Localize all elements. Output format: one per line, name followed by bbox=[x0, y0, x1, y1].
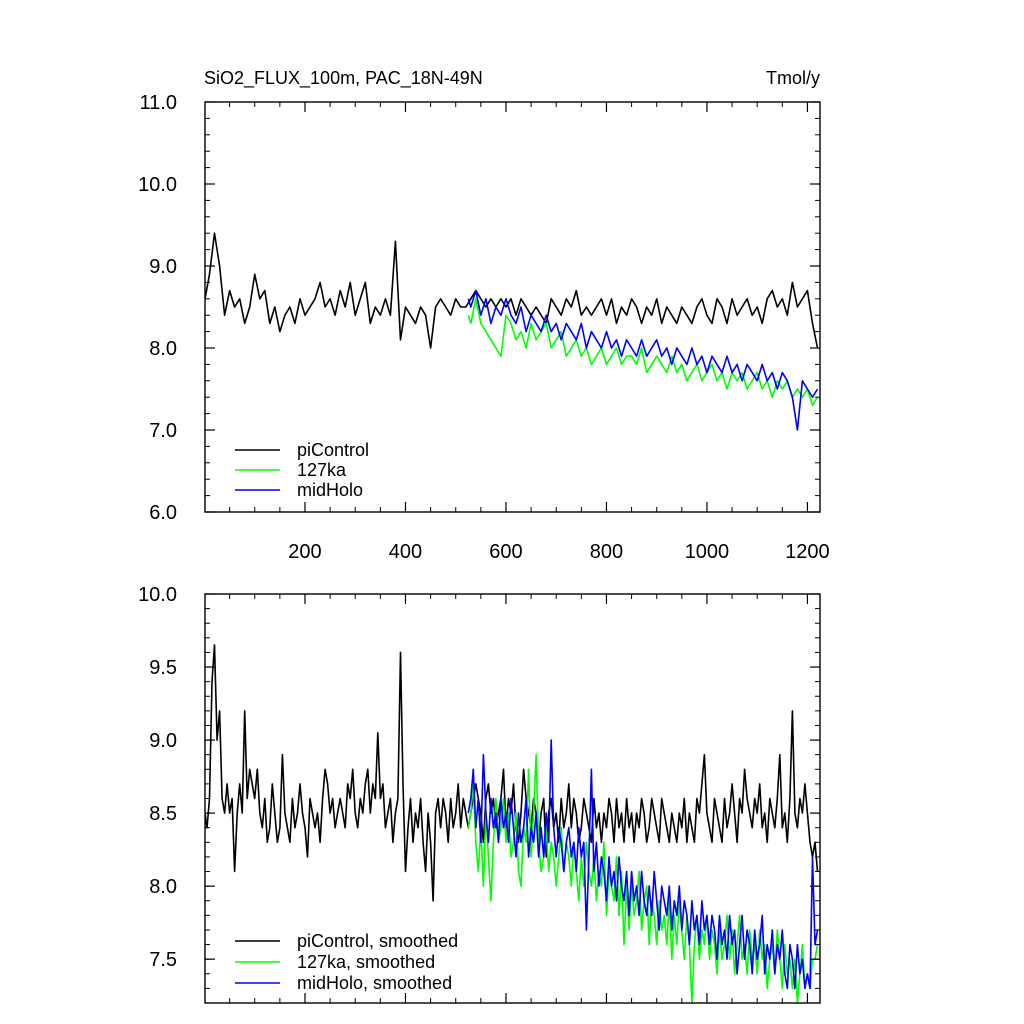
top-chart-title: SiO2_FLUX_100m, PAC_18N-49N bbox=[204, 68, 483, 89]
x-tick-label: 1200 bbox=[785, 541, 830, 563]
y-tick-label: 7.5 bbox=[149, 949, 177, 971]
legend-label: 127ka, smoothed bbox=[297, 952, 435, 972]
y-tick-label: 11.0 bbox=[140, 92, 177, 114]
y-tick-label: 8.5 bbox=[149, 803, 177, 825]
y-tick-label: 6.0 bbox=[149, 502, 177, 524]
legend-label: piControl bbox=[297, 440, 369, 460]
x-tick-label: 200 bbox=[288, 541, 321, 563]
bottom-chart: 7.5 8.0 8.5 9.0 9.5 10.0 piControl, smoothed12… bbox=[138, 584, 821, 1004]
y-tick-label: 9.5 bbox=[149, 657, 177, 679]
y-tick-label: 10.0 bbox=[138, 584, 177, 606]
x-tick-label: 800 bbox=[590, 541, 623, 563]
series-line-picontrol-smoothed bbox=[205, 644, 819, 902]
legend-label: midHolo, smoothed bbox=[297, 973, 452, 993]
series-line-127ka bbox=[467, 297, 819, 407]
y-tick-label: 8.0 bbox=[149, 876, 177, 898]
x-tick-label: 400 bbox=[389, 541, 422, 563]
series-line-picontrol bbox=[205, 232, 819, 349]
y-tick-label: 9.0 bbox=[149, 730, 177, 752]
legend-label: piControl, smoothed bbox=[297, 931, 458, 951]
legend-label: midHolo bbox=[297, 480, 363, 500]
y-tick-label: 8.0 bbox=[149, 338, 177, 360]
y-tick-label: 7.0 bbox=[149, 420, 177, 442]
x-tick-label: 1000 bbox=[685, 541, 730, 563]
series-group bbox=[205, 232, 819, 431]
top-chart-units: Tmol/y bbox=[766, 68, 820, 88]
y-tick-label: 10.0 bbox=[138, 174, 177, 196]
series-line-midholo-smoothed bbox=[467, 739, 819, 990]
plot-frame bbox=[204, 101, 821, 513]
y-tick-label: 9.0 bbox=[149, 256, 177, 278]
series-line-127ka-smoothed bbox=[467, 753, 819, 1003]
x-tick-label: 600 bbox=[489, 541, 522, 563]
legend-label: 127ka bbox=[297, 460, 347, 480]
series-group bbox=[205, 644, 819, 1003]
top-chart: 200 400 600 800 1000 1200 6.0 7.0 8.0 9.0 10.0 11.0… bbox=[138, 92, 830, 563]
series-line-midholo bbox=[467, 289, 819, 431]
